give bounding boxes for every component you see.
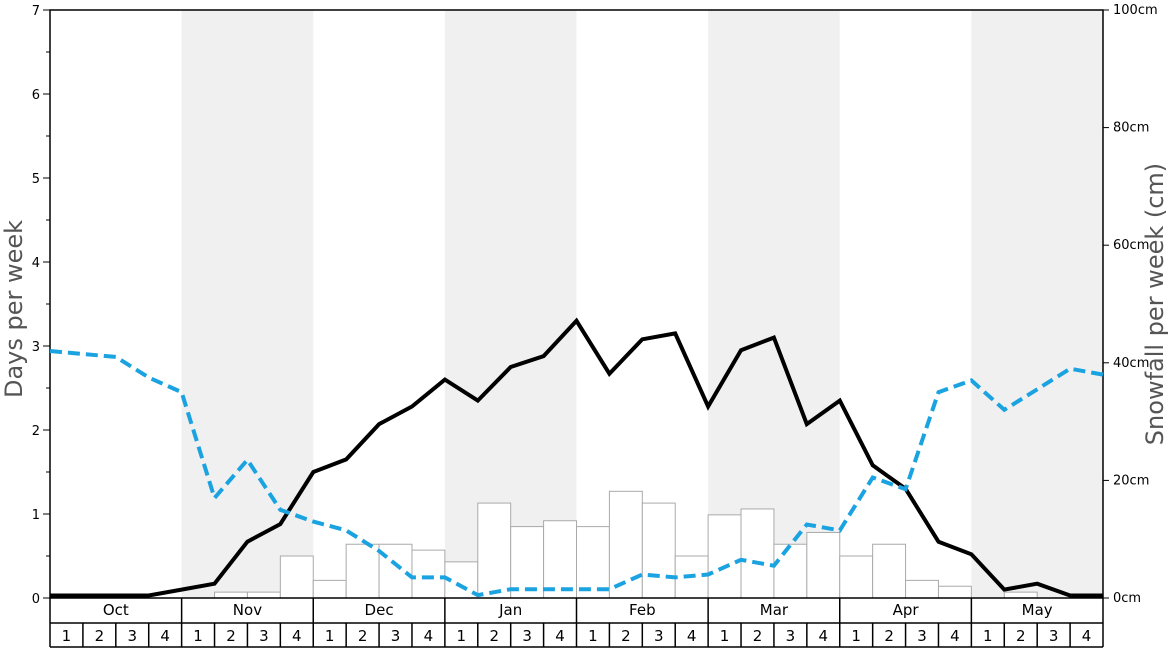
- month-label: Dec: [365, 601, 394, 619]
- left-tick-label: 2: [32, 424, 40, 439]
- left-axis-title: Days per week: [0, 220, 28, 398]
- week-label: 1: [62, 627, 72, 645]
- week-label: 3: [127, 627, 137, 645]
- week-label: 3: [522, 627, 532, 645]
- bar: [214, 591, 248, 599]
- right-axis-title: Snowfall per week (cm): [1141, 163, 1168, 445]
- week-label: 4: [424, 627, 434, 645]
- right-tick-label: 100cm: [1113, 3, 1158, 18]
- left-tick-label: 0: [32, 592, 40, 607]
- left-tick-label: 7: [32, 4, 40, 19]
- month-label: Nov: [233, 601, 262, 619]
- left-tick-label: 4: [32, 256, 40, 271]
- month-shade: [444, 10, 577, 598]
- week-label: 3: [1049, 627, 1059, 645]
- month-label: Oct: [103, 601, 129, 619]
- week-label: 2: [489, 627, 499, 645]
- week-label: 3: [917, 627, 927, 645]
- bar: [576, 526, 610, 599]
- month-label: Feb: [629, 601, 656, 619]
- left-tick-label: 6: [32, 88, 40, 103]
- week-label: 4: [819, 627, 829, 645]
- week-label: 1: [325, 627, 335, 645]
- right-tick-label: 0cm: [1113, 591, 1141, 606]
- month-shade: [181, 10, 314, 598]
- bar: [937, 585, 972, 599]
- bar: [312, 579, 347, 599]
- week-label: 2: [753, 627, 763, 645]
- week-label: 4: [687, 627, 697, 645]
- week-label: 1: [983, 627, 993, 645]
- month-label: Mar: [760, 601, 789, 619]
- week-label: 4: [1082, 627, 1092, 645]
- left-tick-label: 5: [32, 172, 40, 187]
- week-label: 2: [1016, 627, 1026, 645]
- bar: [608, 490, 643, 599]
- week-label: 4: [555, 627, 565, 645]
- month-shade: [971, 10, 1103, 598]
- bar: [773, 543, 808, 599]
- week-label: 1: [193, 627, 203, 645]
- bar: [905, 579, 939, 599]
- bar: [279, 555, 314, 599]
- left-tick-label: 3: [32, 340, 40, 355]
- week-label: 1: [720, 627, 730, 645]
- bar: [1003, 591, 1038, 599]
- month-label: Apr: [893, 601, 920, 619]
- week-label: 2: [95, 627, 105, 645]
- week-label: 2: [884, 627, 894, 645]
- week-label: 1: [851, 627, 861, 645]
- week-label: 3: [654, 627, 664, 645]
- week-label: 3: [786, 627, 796, 645]
- right-tick-label: 20cm: [1113, 473, 1149, 488]
- bar: [872, 543, 907, 599]
- bar: [246, 591, 281, 599]
- bar: [345, 543, 380, 599]
- bar: [707, 514, 742, 599]
- month-label: May: [1022, 601, 1053, 619]
- right-tick-label: 40cm: [1113, 356, 1149, 371]
- week-label: 4: [160, 627, 170, 645]
- bar: [839, 555, 874, 599]
- week-label: 3: [391, 627, 401, 645]
- right-tick-label: 80cm: [1113, 121, 1149, 136]
- week-label: 3: [259, 627, 269, 645]
- week-label: 2: [226, 627, 236, 645]
- month-shade: [708, 10, 840, 598]
- week-label: 4: [292, 627, 302, 645]
- bar: [477, 502, 512, 599]
- bar: [740, 508, 775, 599]
- week-label: 4: [950, 627, 960, 645]
- bar: [411, 549, 446, 599]
- week-label: 2: [621, 627, 631, 645]
- left-tick-label: 1: [32, 508, 40, 523]
- bar: [806, 531, 841, 599]
- week-label: 1: [588, 627, 598, 645]
- bar: [641, 502, 676, 599]
- week-label: 2: [358, 627, 368, 645]
- days-line: [50, 317, 1103, 598]
- bar: [543, 520, 577, 599]
- week-label: 1: [457, 627, 467, 645]
- month-label: Jan: [498, 601, 522, 619]
- snowfall-dashed-line: [49, 349, 1104, 598]
- right-tick-label: 60cm: [1113, 238, 1149, 253]
